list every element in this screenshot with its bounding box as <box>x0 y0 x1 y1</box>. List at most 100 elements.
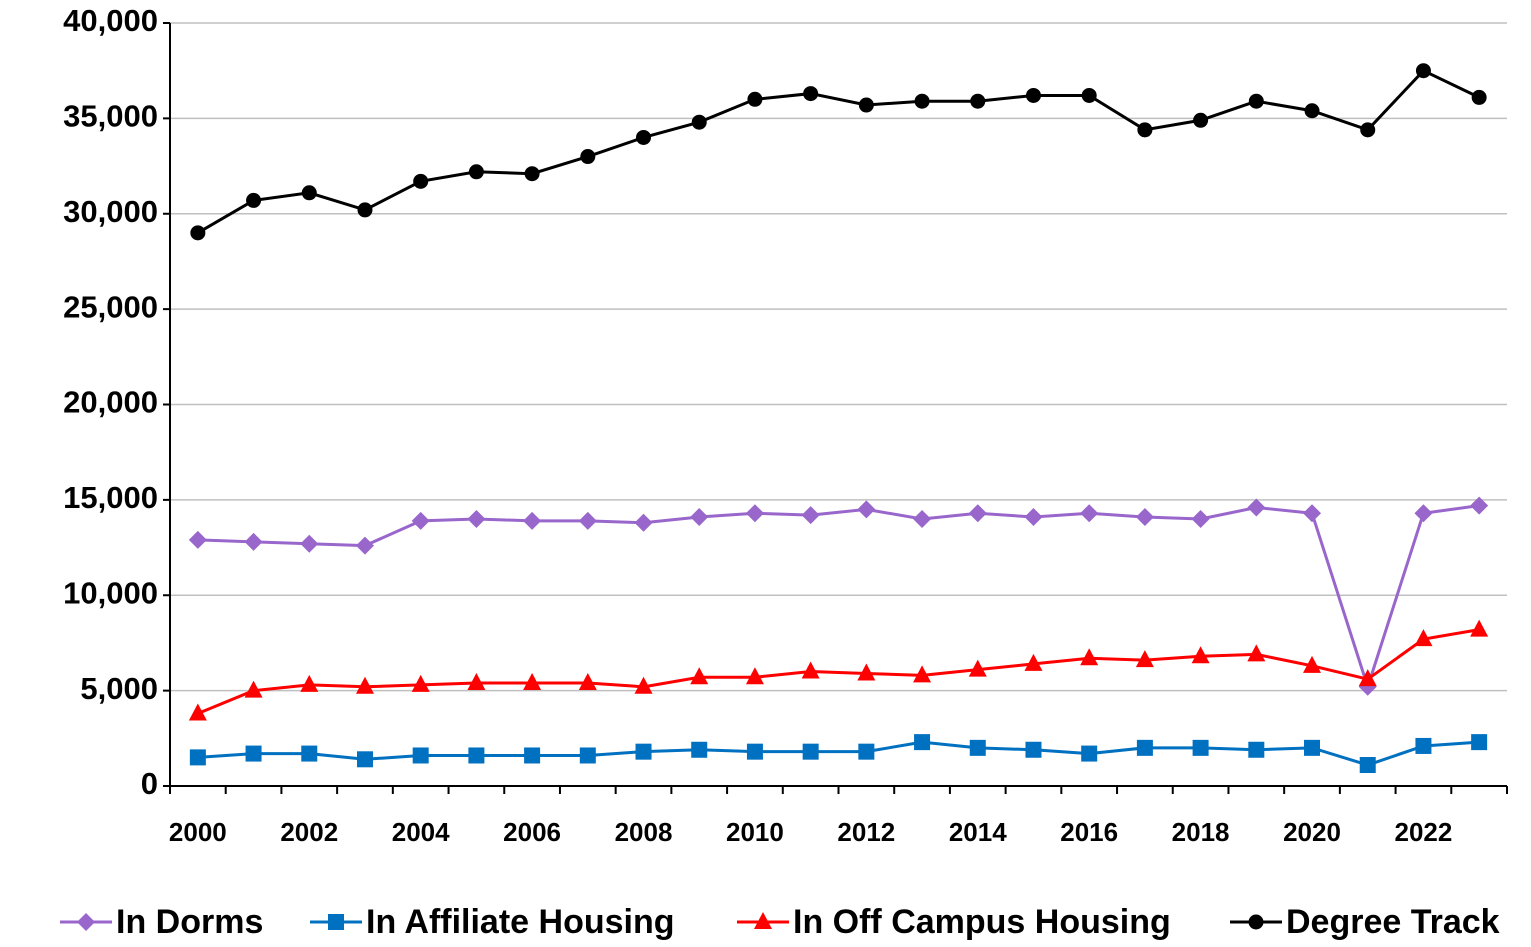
marker <box>578 672 597 690</box>
marker <box>1025 741 1042 758</box>
marker <box>413 173 429 189</box>
marker <box>1081 87 1097 103</box>
marker <box>1248 93 1264 109</box>
marker <box>524 747 541 764</box>
marker <box>968 659 987 677</box>
marker <box>580 149 596 165</box>
x-tick-label: 2002 <box>280 817 338 847</box>
marker <box>301 745 318 762</box>
marker <box>1304 739 1321 756</box>
marker <box>189 749 206 766</box>
marker <box>77 913 95 931</box>
marker <box>1135 650 1154 668</box>
marker <box>328 914 344 930</box>
marker <box>467 509 486 528</box>
y-tick-label: 10,000 <box>63 575 158 610</box>
marker <box>412 747 429 764</box>
marker <box>1247 498 1266 517</box>
marker <box>1248 914 1264 930</box>
marker <box>411 674 430 692</box>
marker <box>1359 757 1376 774</box>
marker <box>1024 653 1043 671</box>
marker <box>914 93 930 109</box>
marker <box>1414 629 1433 647</box>
y-tick-label: 15,000 <box>63 480 158 515</box>
legend-item: In Off Campus Housing <box>737 903 1171 941</box>
marker <box>301 185 317 201</box>
x-tick-label: 2008 <box>615 817 673 847</box>
marker <box>691 741 708 758</box>
marker <box>1191 509 1210 528</box>
marker <box>188 530 207 549</box>
marker <box>968 504 987 523</box>
marker <box>1360 122 1376 138</box>
series-line <box>197 68 1480 235</box>
marker <box>1080 504 1099 523</box>
marker <box>745 504 764 523</box>
marker <box>244 680 263 698</box>
marker <box>1303 504 1322 523</box>
marker <box>300 674 319 692</box>
marker <box>801 661 820 679</box>
marker <box>1191 646 1210 664</box>
legend-label: In Off Campus Housing <box>793 903 1171 941</box>
marker <box>1471 89 1487 105</box>
x-tick-label: 2018 <box>1172 817 1230 847</box>
marker <box>355 536 374 555</box>
marker <box>523 672 542 690</box>
legend-label: In Affiliate Housing <box>366 903 675 941</box>
x-tick-label: 2014 <box>949 817 1007 847</box>
marker <box>468 747 485 764</box>
y-tick-label: 20,000 <box>63 385 158 420</box>
marker <box>357 202 373 218</box>
marker <box>1415 737 1432 754</box>
y-tick-label: 40,000 <box>63 3 158 38</box>
marker <box>1304 103 1320 119</box>
legend-item: In Dorms <box>60 903 263 941</box>
marker <box>746 743 763 760</box>
y-tick-label: 0 <box>141 766 158 801</box>
marker <box>635 743 652 760</box>
marker <box>857 663 876 681</box>
marker <box>467 672 486 690</box>
marker <box>1080 648 1099 666</box>
marker <box>858 97 874 113</box>
marker <box>1303 655 1322 673</box>
x-tick-label: 2006 <box>503 817 561 847</box>
marker <box>691 114 707 130</box>
legend-item: Degree Track <box>1230 903 1500 941</box>
marker <box>690 508 709 527</box>
x-tick-label: 2022 <box>1395 817 1453 847</box>
marker <box>1081 745 1098 762</box>
marker <box>1136 739 1153 756</box>
marker <box>1193 112 1209 128</box>
marker <box>523 511 542 530</box>
marker <box>578 511 597 530</box>
marker <box>1025 87 1041 103</box>
marker <box>1137 122 1153 138</box>
marker <box>1192 739 1209 756</box>
marker <box>1470 496 1489 515</box>
legend-item: In Affiliate Housing <box>310 903 675 941</box>
x-tick-label: 2016 <box>1060 817 1118 847</box>
marker <box>1415 63 1431 79</box>
marker <box>245 745 262 762</box>
marker <box>246 192 262 208</box>
x-tick-label: 2012 <box>837 817 895 847</box>
marker <box>1247 644 1266 662</box>
marker <box>244 532 263 551</box>
marker <box>411 511 430 530</box>
x-tick-label: 2020 <box>1283 817 1341 847</box>
marker <box>524 166 540 182</box>
marker <box>747 91 763 107</box>
marker <box>970 93 986 109</box>
series-line <box>197 504 1480 692</box>
marker <box>634 676 653 694</box>
marker <box>745 667 764 685</box>
marker <box>1470 619 1489 637</box>
marker <box>803 86 819 102</box>
marker <box>858 743 875 760</box>
x-tick-label: 2000 <box>169 817 227 847</box>
